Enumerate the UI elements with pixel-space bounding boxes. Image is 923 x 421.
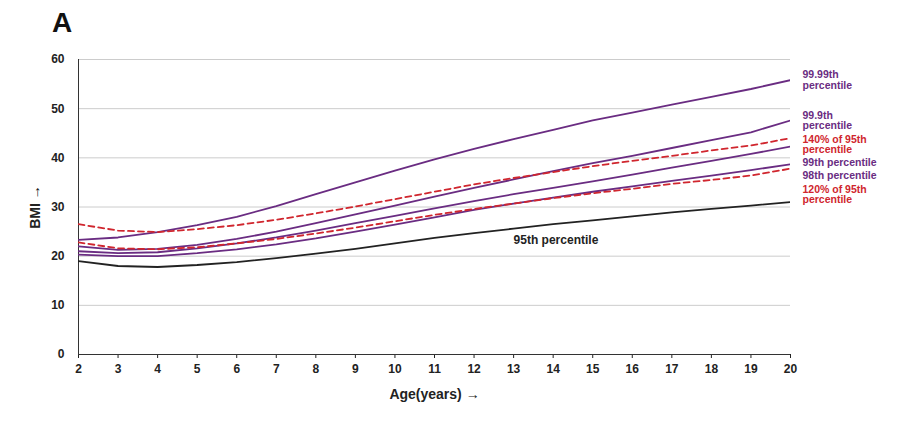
svg-text:120% of 95thpercentile: 120% of 95thpercentile: [803, 183, 867, 206]
svg-text:8: 8: [312, 362, 319, 376]
svg-text:14: 14: [546, 362, 560, 376]
svg-text:10: 10: [51, 298, 65, 312]
svg-text:11: 11: [428, 362, 441, 376]
svg-text:20: 20: [51, 249, 65, 263]
svg-text:0: 0: [58, 347, 65, 361]
svg-text:BMI →: BMI →: [27, 185, 43, 229]
svg-text:140% of 95thpercentile: 140% of 95thpercentile: [803, 133, 867, 156]
svg-text:6: 6: [233, 362, 240, 376]
svg-text:50: 50: [51, 102, 65, 116]
svg-text:18: 18: [705, 362, 719, 376]
svg-text:99th percentile: 99th percentile: [803, 156, 877, 168]
svg-text:Age(years) →: Age(years) →: [389, 386, 479, 402]
svg-text:95th percentile: 95th percentile: [514, 233, 599, 247]
svg-text:30: 30: [51, 200, 65, 214]
svg-text:5: 5: [194, 362, 201, 376]
svg-text:4: 4: [154, 362, 161, 376]
svg-text:2: 2: [75, 362, 82, 376]
svg-text:60: 60: [51, 52, 65, 66]
svg-text:40: 40: [51, 151, 65, 165]
svg-text:19: 19: [744, 362, 758, 376]
svg-text:20: 20: [784, 362, 798, 376]
svg-text:99.9thpercentile: 99.9thpercentile: [803, 109, 853, 131]
svg-text:7: 7: [273, 362, 280, 376]
svg-text:15: 15: [586, 362, 600, 376]
svg-text:17: 17: [665, 362, 679, 376]
svg-text:16: 16: [626, 362, 640, 376]
svg-text:9: 9: [352, 362, 359, 376]
svg-text:13: 13: [507, 362, 521, 376]
svg-text:3: 3: [115, 362, 122, 376]
svg-text:98th percentile: 98th percentile: [803, 169, 877, 181]
html-text:A: A: [52, 7, 73, 38]
svg-text:10: 10: [388, 362, 402, 376]
svg-text:99.99thpercentile: 99.99thpercentile: [803, 68, 853, 91]
svg-text:12: 12: [467, 362, 481, 376]
